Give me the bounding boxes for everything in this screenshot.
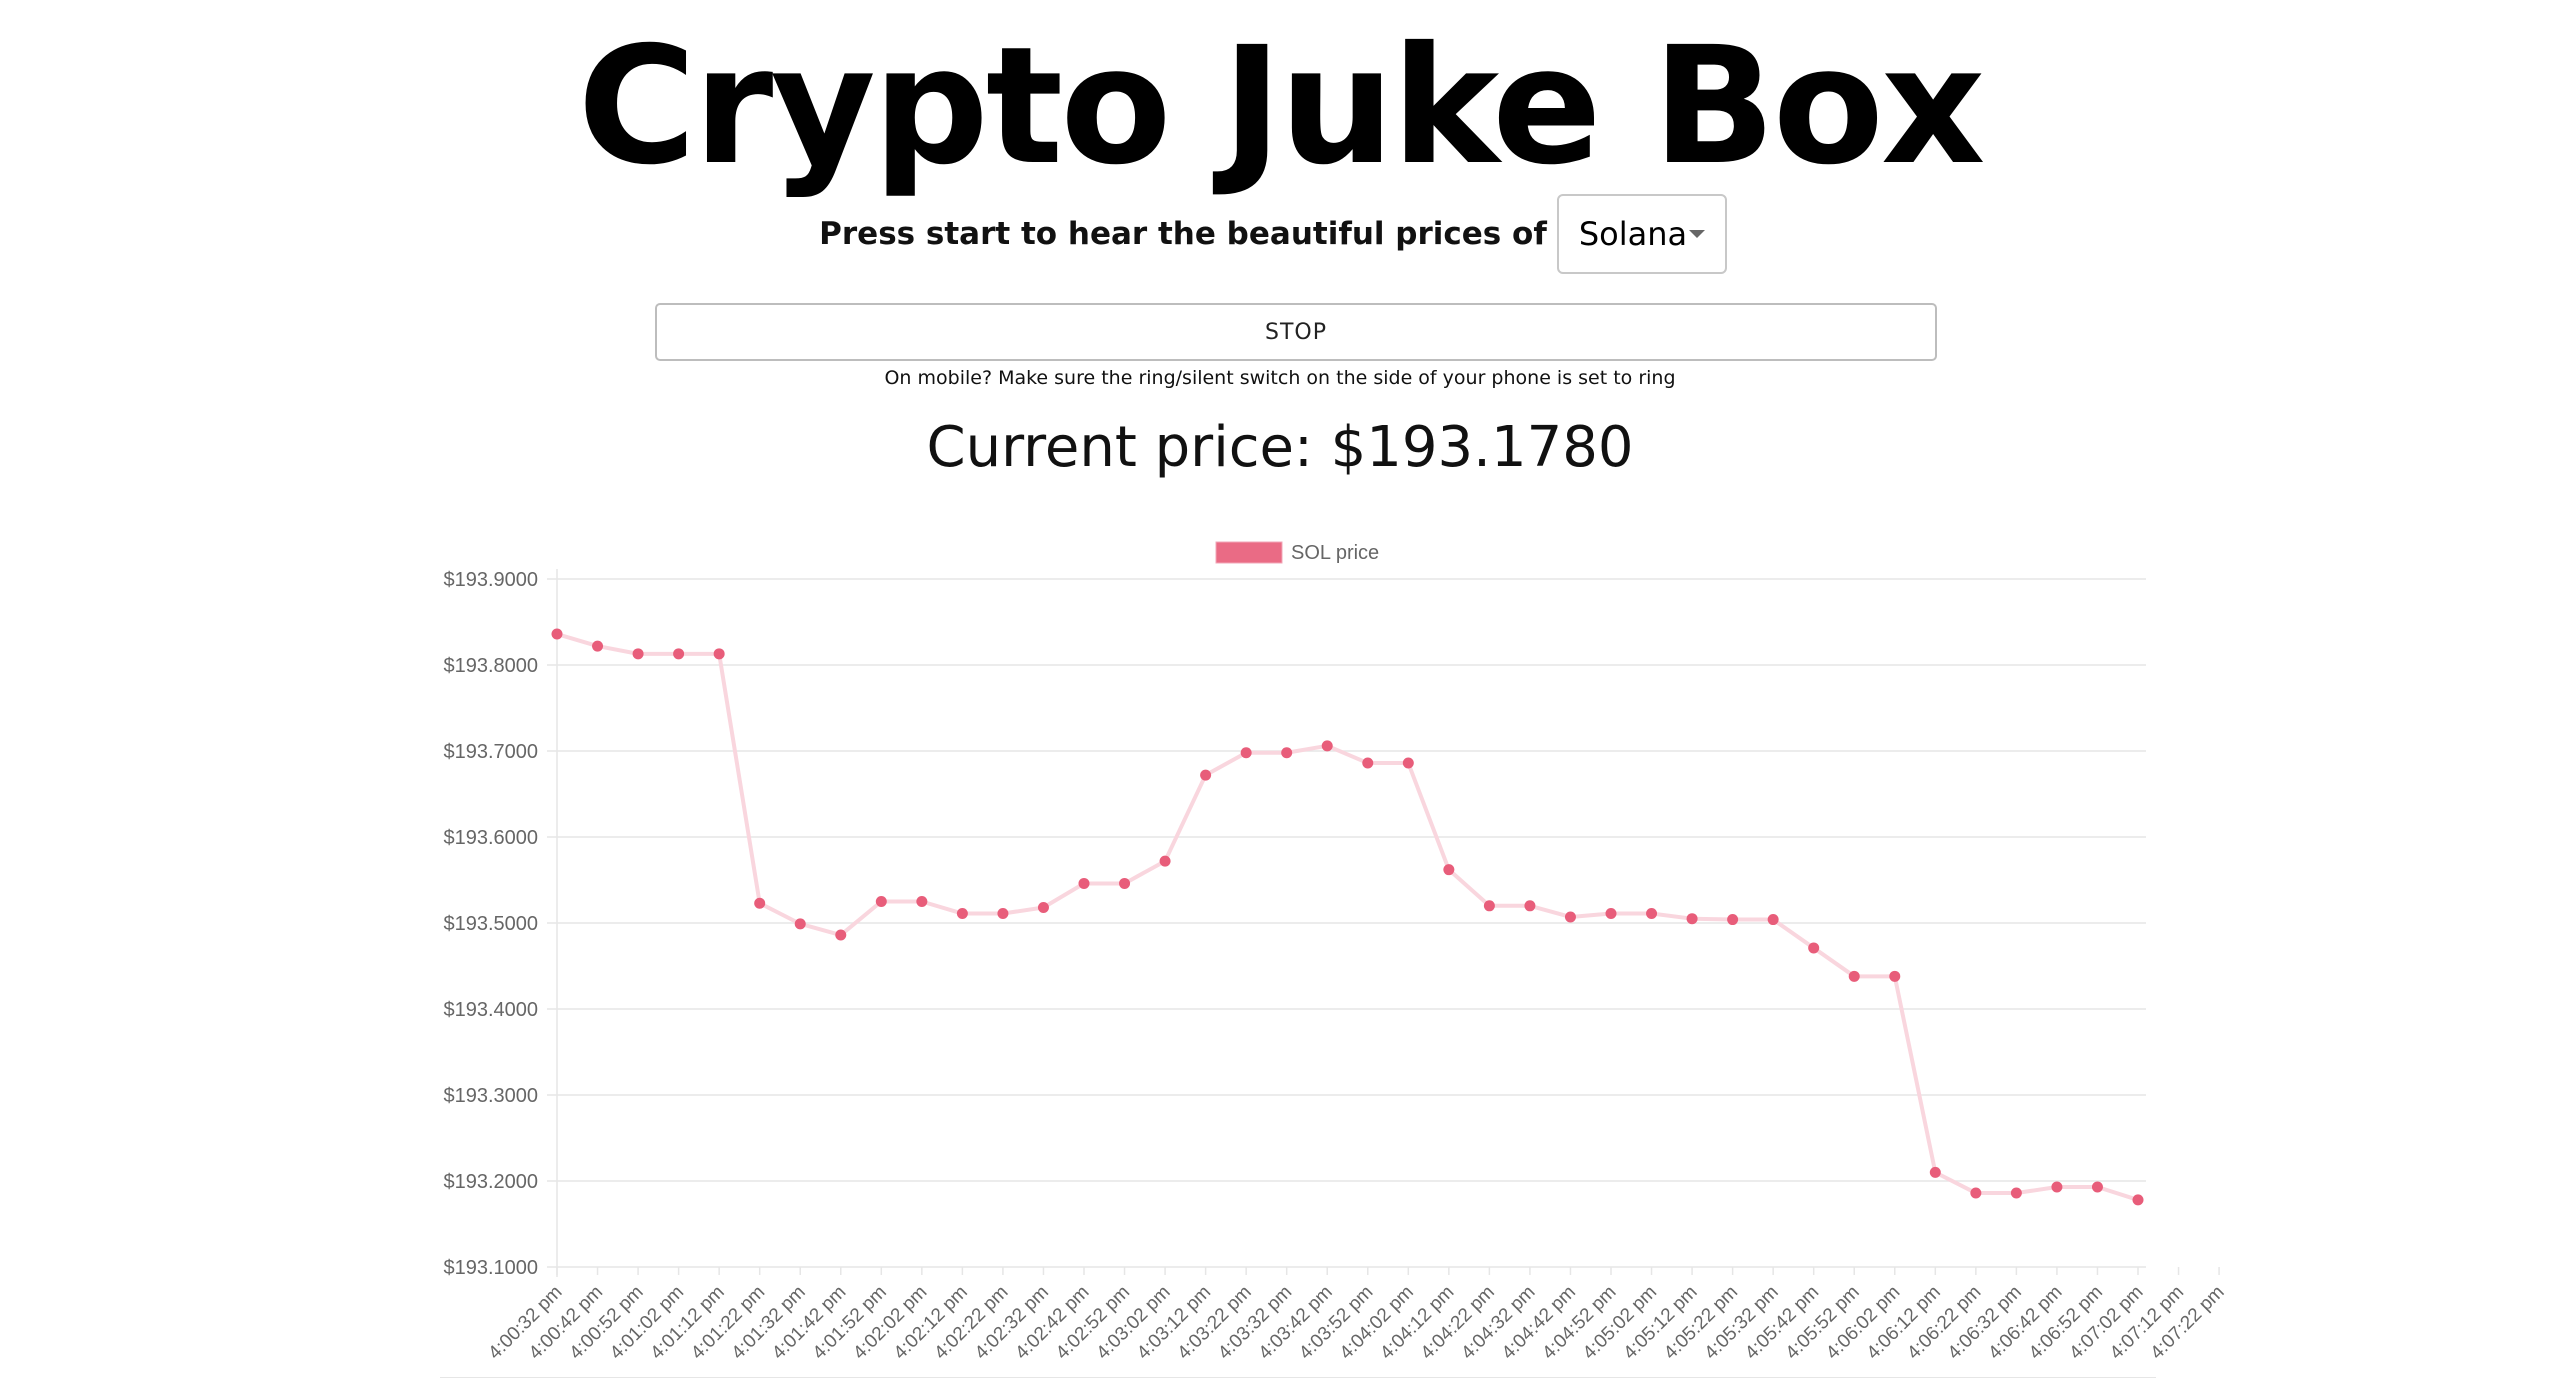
- current-price: Current price: $193.1780: [926, 415, 1634, 480]
- sol-price-point: [1321, 740, 1333, 752]
- sol-price-point: [1808, 942, 1820, 954]
- sol-price-point: [1929, 1166, 1941, 1178]
- chevron-down-icon: [1688, 230, 1705, 238]
- sol-price-point: [1119, 877, 1131, 889]
- prompt-text: Press start to hear the beautiful prices…: [819, 216, 1547, 252]
- sol-price-point: [1686, 913, 1698, 925]
- sol-price-point: [592, 640, 604, 652]
- page-title: Crypto Juke Box: [577, 13, 1985, 201]
- sol-price-point: [1159, 855, 1171, 867]
- sol-price-point: [916, 896, 928, 907]
- sol-price-point: [1402, 757, 1414, 769]
- sol-price-point: [1078, 877, 1090, 889]
- sol-price-point: [1727, 914, 1739, 926]
- sol-price-point: [1605, 908, 1617, 920]
- coin-prompt-row: Press start to hear the beautiful prices…: [0, 192, 2560, 276]
- sol-price-point: [956, 908, 968, 920]
- sol-price-point: [2010, 1187, 2022, 1199]
- sol-price-point: [1240, 747, 1252, 759]
- sol-price-point: [1362, 757, 1374, 769]
- sol-price-point: [1848, 970, 1860, 982]
- sol-price-point: [1564, 911, 1576, 923]
- sol-price-point: [835, 929, 847, 941]
- coin-select-value: Solana: [1578, 215, 1688, 253]
- sol-price-point: [2132, 1194, 2144, 1206]
- sol-price-point: [2091, 1181, 2103, 1193]
- sol-price-point: [794, 918, 806, 930]
- y-tick-label: $193.6000: [443, 827, 538, 849]
- sol-price-point: [1646, 908, 1658, 920]
- sol-price-point: [1200, 769, 1212, 781]
- y-tick-label: $193.4000: [443, 999, 538, 1021]
- y-tick-label: $193.1000: [443, 1257, 538, 1279]
- sol-price-point: [2051, 1181, 2063, 1193]
- legend-label: SOL price: [1291, 542, 1379, 564]
- y-tick-label: $193.8000: [443, 655, 538, 677]
- mobile-note: On mobile? Make sure the ring/silent swi…: [884, 367, 1676, 389]
- sol-price-point: [875, 896, 887, 907]
- y-tick-label: $193.9000: [443, 569, 538, 591]
- sol-price-point: [673, 648, 685, 660]
- sol-price-point: [1524, 900, 1536, 912]
- sol-price-point: [754, 897, 766, 909]
- sol-price-point: [1037, 902, 1049, 914]
- sol-price-point: [1767, 914, 1779, 926]
- y-tick-label: $193.2000: [443, 1171, 538, 1193]
- y-tick-label: $193.7000: [443, 741, 538, 763]
- sol-price-point: [1483, 900, 1495, 912]
- sol-price-point: [1889, 970, 1901, 982]
- sol-price-point: [1281, 747, 1293, 759]
- sol-price-point: [1970, 1187, 1982, 1199]
- y-tick-label: $193.5000: [443, 913, 538, 935]
- legend-swatch: [1215, 541, 1283, 564]
- sol-price-point: [632, 648, 644, 660]
- sol-price-line: [556, 632, 2139, 1202]
- sol-price-point: [997, 908, 1009, 920]
- sol-price-point: [1443, 864, 1455, 876]
- sol-price-point: [713, 648, 725, 660]
- sol-price-point: [551, 628, 563, 640]
- y-tick-label: $193.3000: [443, 1085, 538, 1107]
- stop-button[interactable]: STOP: [655, 303, 1937, 361]
- coin-select[interactable]: Solana: [1556, 194, 1727, 274]
